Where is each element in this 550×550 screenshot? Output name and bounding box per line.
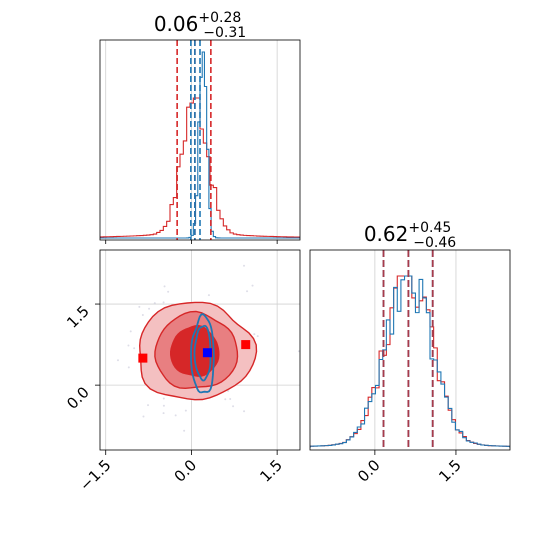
scatter-y-tick-label: 1.5 — [63, 302, 93, 332]
scatter-panel: −1.5 0.0 1.5 0.0 1.5 — [62, 249, 301, 495]
scatter-sample-point — [224, 398, 227, 401]
scatter-sample-point — [62, 314, 64, 316]
marginal-param2-x-tick-label: 0.0 — [354, 456, 384, 486]
scatter-sample-point — [184, 409, 187, 412]
scatter-sample-point — [253, 333, 256, 336]
param2-lower-error: −0.46 — [413, 235, 456, 251]
param2-median: 0.62 — [364, 222, 409, 246]
param1-lower-error: −0.31 — [203, 25, 246, 41]
scatter-blue-contour-outer — [190, 313, 215, 394]
scatter-sample-point — [251, 284, 254, 287]
marginal-param1-title: 0.06+0.28 −0.31 — [154, 10, 246, 41]
scatter-sample-point — [243, 264, 246, 267]
scatter-sample-point — [167, 290, 170, 293]
scatter-sample-point — [207, 294, 210, 297]
scatter-sample-point — [162, 404, 165, 407]
red-square-marker — [138, 353, 148, 363]
blue-square-marker — [202, 348, 212, 358]
scatter-sample-point — [232, 405, 235, 408]
scatter-sample-point — [148, 307, 151, 310]
scatter-contours — [62, 264, 300, 432]
marginal-param2-title: 0.62+0.45 −0.46 — [364, 220, 456, 251]
marginal-param2-blue-histogram — [310, 275, 510, 448]
marginal-param2-x-ticks: 0.0 1.5 — [354, 450, 465, 486]
scatter-sample-point — [229, 397, 232, 400]
scatter-x-tick-label: 0.0 — [171, 456, 201, 486]
scatter-sample-point — [183, 429, 186, 432]
marginal-param1-panel: 0.06+0.28 −0.31 — [99, 10, 301, 244]
scatter-sample-point — [138, 305, 141, 308]
scatter-sample-point — [162, 301, 165, 304]
scatter-sample-point — [246, 290, 249, 293]
marginal-param2-x-tick-label: 1.5 — [435, 456, 465, 486]
marginal-param2-histograms — [310, 250, 510, 450]
scatter-y-tick-label: 0.0 — [63, 383, 93, 413]
marginal-param2-red-histogram — [310, 275, 510, 448]
marginal-param1-frame — [99, 39, 301, 241]
marginal-param2-grid — [374, 250, 457, 450]
scatter-sample-point — [162, 397, 165, 400]
scatter-sample-point — [129, 330, 132, 333]
scatter-sample-point — [141, 313, 144, 316]
scatter-sample-point — [162, 412, 165, 415]
marginal-param2-panel: 0.0 1.5 0.62+0.45 −0.46 — [309, 220, 511, 486]
scatter-x-ticks: −1.5 0.0 1.5 — [76, 450, 286, 495]
param2-upper-error: +0.45 — [408, 220, 451, 236]
scatter-sample-point — [133, 347, 136, 350]
red-square-marker — [241, 340, 251, 350]
marginal-param1-blue-histogram — [100, 51, 300, 239]
param1-upper-error: +0.28 — [198, 10, 241, 26]
marginal-param2-frame — [309, 249, 511, 451]
scatter-sample-point — [153, 302, 156, 305]
scatter-sample-point — [297, 350, 300, 353]
scatter-sample-point — [127, 344, 130, 347]
marginal-param1-ticks — [105, 240, 278, 244]
scatter-markers — [138, 340, 251, 363]
scatter-sample-point — [163, 285, 166, 288]
scatter-sample-point — [147, 404, 150, 407]
scatter-sample-point — [243, 410, 246, 413]
marginal-param1-red-histogram — [100, 97, 300, 238]
param1-median: 0.06 — [154, 12, 199, 36]
marginal-param1-histograms — [100, 40, 300, 240]
scatter-sample-point — [127, 366, 130, 369]
scatter-y-ticks: 0.0 1.5 — [63, 302, 100, 413]
scatter-sample-point — [174, 414, 177, 417]
scatter-sample-point — [256, 335, 259, 338]
scatter-sample-point — [142, 415, 145, 418]
scatter-x-tick-label: 1.5 — [256, 456, 286, 486]
scatter-frame — [99, 249, 301, 451]
scatter-blue-contour-inner — [193, 324, 212, 382]
scatter-sample-point — [116, 359, 119, 362]
scatter-x-tick-label: −1.5 — [76, 456, 114, 494]
